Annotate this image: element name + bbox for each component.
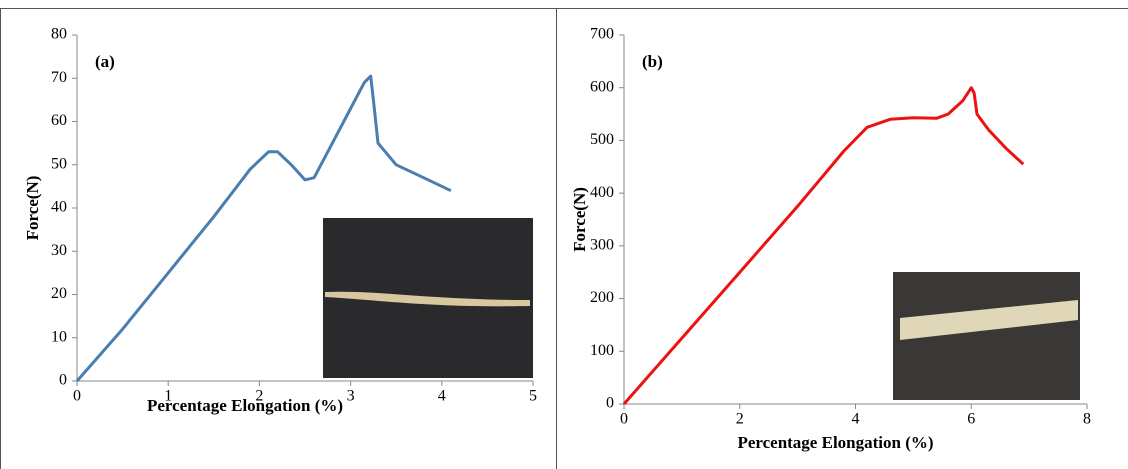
x-tick-label: 6 (967, 411, 975, 428)
panel-label: (a) (95, 52, 115, 71)
y-tick-label: 200 (590, 289, 614, 306)
x-tick-label: 0 (620, 411, 628, 428)
y-tick-label: 500 (590, 131, 614, 148)
y-tick-label: 0 (59, 372, 67, 389)
panel-border (0, 8, 557, 469)
x-tick-label: 2 (255, 388, 263, 405)
x-tick-label: 0 (73, 388, 81, 405)
y-tick-label: 700 (590, 26, 614, 43)
y-axis-label: Force(N) (570, 187, 589, 252)
inset-photo-sample (900, 300, 1078, 340)
y-tick-label: 60 (51, 112, 67, 129)
y-tick-label: 10 (51, 328, 67, 345)
line-series (622, 86, 1025, 405)
x-tick-label: 4 (438, 388, 446, 405)
x-tick-label: 8 (1083, 411, 1091, 428)
y-tick-label: 100 (590, 342, 614, 359)
line-series (75, 74, 452, 382)
y-tick-label: 400 (590, 184, 614, 201)
y-tick-label: 20 (51, 285, 67, 302)
x-tick-label: 2 (736, 411, 744, 428)
x-tick-label: 3 (347, 388, 355, 405)
y-tick-label: 70 (51, 69, 67, 86)
y-tick-label: 50 (51, 155, 67, 172)
panel-label: (b) (642, 52, 663, 71)
y-tick-label: 30 (51, 242, 67, 259)
y-tick-label: 80 (51, 26, 67, 43)
x-axis-label: Percentage Elongation (%) (147, 396, 343, 415)
x-tick-label: 4 (852, 411, 860, 428)
y-tick-label: 600 (590, 78, 614, 95)
y-tick-label: 0 (606, 395, 614, 412)
y-tick-label: 300 (590, 237, 614, 254)
y-axis-label: Force(N) (23, 176, 42, 241)
x-tick-label: 1 (164, 388, 172, 405)
x-axis-label: Percentage Elongation (%) (737, 433, 933, 452)
inset-photo-fiber (325, 291, 530, 307)
x-tick-label: 5 (529, 388, 537, 405)
y-tick-label: 40 (51, 199, 67, 216)
